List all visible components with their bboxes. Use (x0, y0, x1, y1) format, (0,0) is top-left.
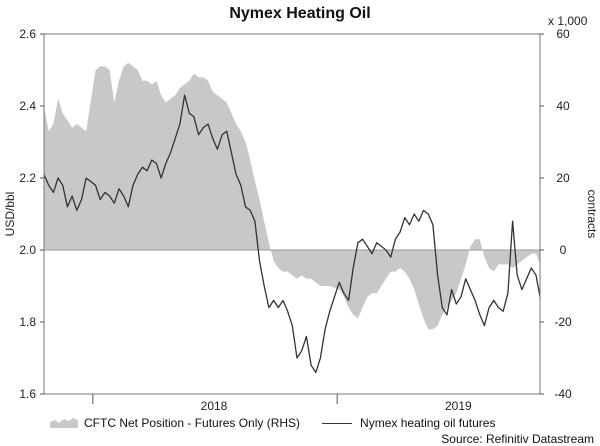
plot-frame (43, 33, 541, 395)
source-note: Source: Refinitiv Datastream (441, 432, 594, 446)
legend-swatch-line (322, 422, 353, 424)
y-left-tick-label: 1.6 (19, 387, 36, 401)
y-right-tick-label: 0 (560, 243, 567, 257)
y-axis-right-label: contracts (585, 190, 599, 239)
y-left-tick-label: 2.6 (19, 27, 36, 41)
legend-swatch-area (50, 418, 78, 428)
legend-item-cftc: CFTC Net Position - Futures Only (RHS) (50, 416, 300, 430)
y-left-tick-label: 2.4 (19, 99, 36, 113)
y-left-tick-label: 2.2 (19, 171, 36, 185)
axes-layer: 1.6 1.8 2.0 2.2 2.4 2.6 -40 -20 0 20 40 60 2018 2019 (19, 27, 572, 410)
y-right-tick-label: 40 (556, 99, 570, 113)
y-right-tick-label: 60 (556, 27, 570, 41)
y-right-tick-label: -20 (554, 315, 572, 329)
right-axis-multiplier: x 1,000 (548, 14, 588, 28)
legend-item-futures: Nymex heating oil futures (322, 416, 495, 430)
chart-title: Nymex Heating Oil (229, 5, 371, 22)
line-series-layer (43, 94, 541, 374)
y-left-tick-label: 2.0 (19, 243, 36, 257)
x-tick-label: 2018 (201, 399, 228, 410)
cftc-net-position-area (44, 62, 540, 330)
y-right-tick-label: -40 (554, 387, 572, 401)
y-axis-left-label: USD/bbl (3, 192, 17, 237)
y-right-tick-label: 20 (556, 171, 570, 185)
y-left-tick-label: 1.8 (19, 315, 36, 329)
x-tick-label: 2019 (445, 399, 472, 410)
legend: CFTC Net Position - Futures Only (RHS) N… (50, 414, 517, 432)
heating-oil-futures-line (43, 94, 541, 374)
legend-label-cftc: CFTC Net Position - Futures Only (RHS) (84, 416, 301, 430)
legend-label-futures: Nymex heating oil futures (360, 416, 496, 430)
area-series-layer (44, 62, 540, 330)
